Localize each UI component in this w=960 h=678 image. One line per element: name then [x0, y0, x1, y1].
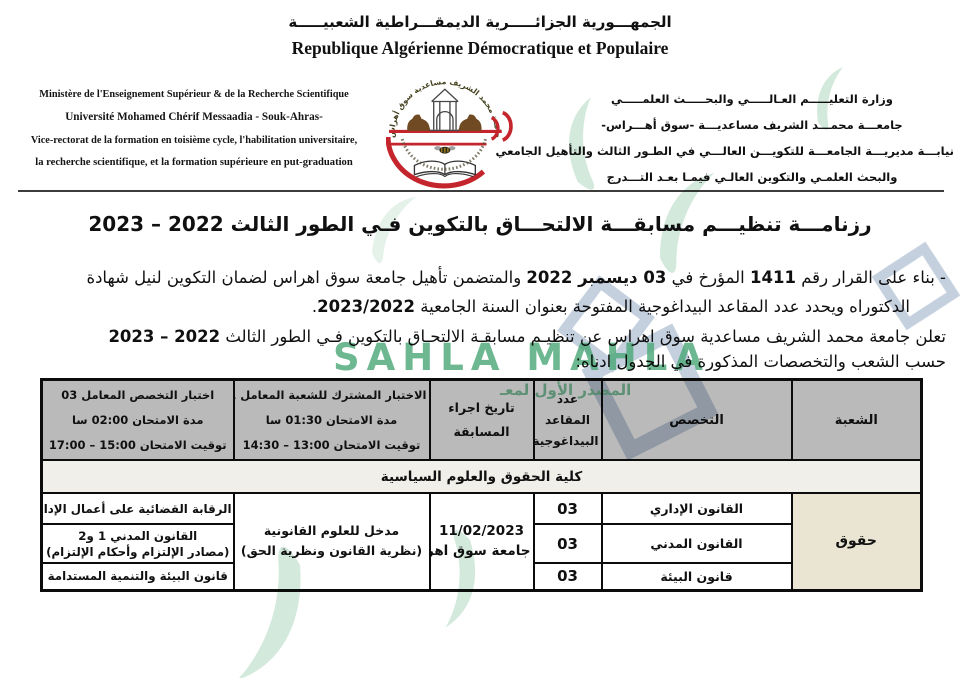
header-common-line: مدة الامتحان 01:30 سا	[265, 412, 398, 427]
header-date-line: تاريخ اجراء	[448, 400, 515, 415]
specialty-exam-detail: (مصادر الإلتزام وأحكام الإلتزام)	[46, 544, 230, 559]
seats-cell: 03	[532, 492, 603, 525]
specialty-cell: قانون البيئة	[600, 562, 793, 591]
exam-date-value: 11/02/2023	[438, 523, 524, 540]
university-line-ar: جامعـــة محمـــد الشريف مساعديـــة -سوق …	[601, 118, 903, 132]
seal-bee	[434, 146, 456, 154]
paragraph-decree-line2: الدكتوراه ويحدد عدد المقاعد البيداغوجية …	[10, 297, 946, 316]
vicerectorat-line-ar: نيابـــة مديريـــة الجامعـــة للتكويـــن…	[495, 144, 954, 158]
country-title-arabic: الجمهـــورية الجزائـــــرية الديمقـــراط…	[288, 13, 672, 31]
seal-curved-text: جامعة محمد الشريف مساعدية سوق أهراس	[387, 77, 503, 138]
document-title: رزنامـــة تنظيـــم مسابقـــة الالتحـــاق…	[88, 212, 872, 236]
research-line-ar: والبحث العلمـي والتكوين العالـي فيمـا بع…	[606, 170, 898, 184]
header-seats-line: المقاعد	[545, 412, 590, 427]
text-segment: تعلن جامعة محمد الشريف مساعدية سوق اهراس…	[220, 327, 946, 346]
header-spec-line: اختبار التخصص المعامل 03	[61, 387, 215, 402]
table-row: القانون المدني 03 القانون المدني 1 و2 (م…	[40, 523, 922, 564]
paragraph-announce-line1: تعلن جامعة محمد الشريف مساعدية سوق اهراس…	[10, 327, 946, 346]
faculty-name: كلية الحقوق والعلوم السياسية	[40, 459, 923, 494]
specialty-exam-cell: قانون البيئة والتنمية المستدامة	[40, 562, 235, 591]
text-segment: المؤرخ في	[666, 268, 751, 287]
specialty-exam-subject: قانون البيئة والتنمية المستدامة	[47, 569, 228, 584]
specialty-cell: القانون المدني	[600, 523, 793, 564]
header-specialty-exam: اختبار التخصص المعامل 03 مدة الامتحان 02…	[40, 378, 235, 461]
ministry-line-ar: وزارة التعليـــــم العـالـــــي والبحـــ…	[611, 92, 893, 106]
specialty-exam-subject: الرقابة القضائية على أعمال الإدارة	[41, 501, 232, 516]
faculty-merged-row: كلية الحقوق والعلوم السياسية	[40, 459, 923, 494]
seats-cell: 03	[532, 562, 603, 591]
exam-location: جامعة سوق اهراس	[432, 543, 531, 560]
session-years: 2022 – 2023	[108, 327, 221, 346]
header-seats-line: البيداغوجية	[533, 433, 599, 448]
vicerectorat-line-fr: Vice-rectorat de la formation en toisièm…	[30, 135, 358, 146]
seats-cell: 03	[532, 523, 603, 564]
seal-roman-arch	[429, 88, 461, 132]
common-exam-subject: مدخل للعلوم القانونية	[263, 523, 400, 539]
header-branch: الشعبة	[790, 378, 923, 461]
seal-red-ring	[386, 110, 513, 189]
header-specialty: التخصص	[600, 378, 793, 461]
paragraph-decree-line1: - بناء على القرار رقم 1411 المؤرخ في 03 …	[10, 268, 946, 287]
paragraph-announce-line2: حسب الشعب والتخصصات المذكورة في الجدول ا…	[575, 352, 946, 371]
header-seats-line: عدد	[556, 391, 579, 406]
header-date-line: المسابقة	[453, 424, 510, 439]
table-row: حقوق القانون الإداري 03 11/02/2023 جامعة…	[40, 492, 923, 591]
header-common-exam: الاختبار المشترك للشعبة المعامل 01 مدة ا…	[232, 378, 431, 461]
header-common-line: توقيت الامتحان 13:00 – 14:30	[242, 437, 421, 452]
header-common-line: الاختبار المشترك للشعبة المعامل 01	[236, 387, 427, 402]
specialty-exam-cell: الرقابة القضائية على أعمال الإدارة	[40, 492, 235, 525]
text-segment: الدكتوراه ويحدد عدد المقاعد البيداغوجية …	[415, 297, 910, 316]
header-exam-date: تاريخ اجراء المسابقة	[428, 378, 535, 461]
header-spec-line: توقيت الامتحان 15:00 – 17:00	[48, 437, 227, 452]
text-segment: - بناء على القرار رقم	[795, 268, 946, 287]
specialty-exam-cell: القانون المدني 1 و2 (مصادر الإلتزام وأحك…	[40, 523, 235, 564]
seal-lion-statues	[407, 114, 482, 131]
specialty-exam-subject: القانون المدني 1 و2	[78, 528, 198, 543]
research-line-fr: la recherche scientifique, et la formati…	[35, 157, 353, 168]
decree-date: 03 ديسمبر 2022	[526, 268, 667, 287]
text-segment: .	[311, 297, 318, 316]
country-title-french: Republique Algérienne Démocratique et Po…	[291, 38, 669, 58]
specialty-cell: القانون الإداري	[600, 492, 793, 525]
competition-schedule-table: الشعبة التخصص عدد المقاعد البيداغوجية تا…	[40, 378, 923, 592]
decree-number: 1411	[750, 268, 796, 287]
text-segment: والمتضمن تأهيل جامعة سوق اهراس لضمان الت…	[86, 268, 527, 287]
ministry-block-french: Ministère de l'Enseignement Supérieur & …	[8, 89, 380, 168]
common-exam-detail: (نظرية القانون ونظرية الحق)	[240, 543, 423, 559]
header-divider-line	[18, 190, 944, 192]
academic-year: 2023/2022	[317, 297, 415, 316]
branch-cell: حقوق	[790, 492, 923, 591]
header-spec-line: مدة الامتحان 02:00 سا	[71, 412, 204, 427]
ministry-line-fr: Ministère de l'Enseignement Supérieur & …	[39, 89, 349, 100]
ministry-block-arabic: وزارة التعليـــــم العـالـــــي والبحـــ…	[495, 92, 954, 196]
university-line-fr: Université Mohamed Chérif Messaadia - So…	[65, 111, 323, 123]
table-header-row: الشعبة التخصص عدد المقاعد البيداغوجية تا…	[40, 378, 923, 461]
exam-date-cell: 11/02/2023 جامعة سوق اهراس	[428, 492, 535, 591]
university-seal-icon: جامعة محمد الشريف مساعدية سوق أهراس	[386, 77, 513, 189]
header-seats: عدد المقاعد البيداغوجية	[532, 378, 603, 461]
common-exam-cell: مدخل للعلوم القانونية (نظرية القانون ونظ…	[232, 492, 431, 591]
